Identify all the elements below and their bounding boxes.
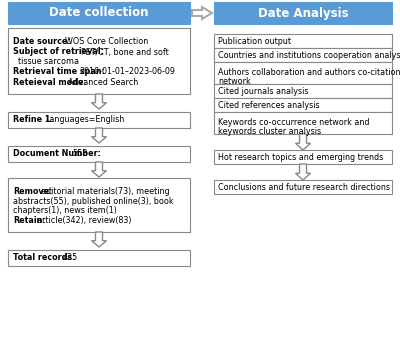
Polygon shape (296, 134, 310, 150)
FancyBboxPatch shape (214, 98, 392, 112)
Text: 558: 558 (72, 149, 87, 158)
FancyBboxPatch shape (8, 178, 190, 232)
Polygon shape (92, 94, 106, 109)
Text: Retrieval time span:: Retrieval time span: (13, 67, 105, 77)
FancyBboxPatch shape (214, 34, 392, 48)
Text: Countries and institutions cooperation analysis: Countries and institutions cooperation a… (218, 51, 400, 60)
Text: chapters(1), news item(1): chapters(1), news item(1) (13, 206, 117, 215)
Polygon shape (192, 7, 212, 19)
Text: Date Analysis: Date Analysis (258, 6, 348, 19)
Text: Publication output: Publication output (218, 37, 291, 45)
Text: keywords cluster analysis: keywords cluster analysis (218, 127, 321, 136)
FancyBboxPatch shape (214, 62, 392, 84)
FancyBboxPatch shape (8, 28, 190, 94)
Text: Cited journals analysis: Cited journals analysis (218, 87, 308, 95)
Polygon shape (296, 164, 310, 180)
Polygon shape (92, 128, 106, 143)
Text: Authors collaboration and authors co-citation: Authors collaboration and authors co-cit… (218, 68, 400, 77)
FancyBboxPatch shape (214, 112, 392, 134)
Text: PET/CT, bone and soft: PET/CT, bone and soft (81, 48, 169, 56)
Text: Conclusions and future research directions: Conclusions and future research directio… (218, 183, 390, 192)
Polygon shape (92, 162, 106, 177)
Text: editorial materials(73), meeting: editorial materials(73), meeting (41, 187, 170, 196)
Text: Keywords co-occurrence network and: Keywords co-occurrence network and (218, 118, 370, 127)
Text: 2010-01-01–2023-06-09: 2010-01-01–2023-06-09 (79, 67, 175, 77)
FancyBboxPatch shape (8, 2, 190, 24)
FancyBboxPatch shape (8, 250, 190, 266)
Text: Document Number:: Document Number: (13, 149, 101, 158)
Text: Remove:: Remove: (13, 187, 52, 196)
Polygon shape (92, 232, 106, 247)
FancyBboxPatch shape (214, 180, 392, 194)
Text: article(342), review(83): article(342), review(83) (37, 216, 132, 225)
Text: Languages=English: Languages=English (45, 116, 124, 124)
Text: Date collection: Date collection (49, 6, 149, 19)
Text: Date source:: Date source: (13, 37, 71, 46)
Text: Subject of retrieval:: Subject of retrieval: (13, 48, 104, 56)
Text: tissue sarcoma: tissue sarcoma (18, 57, 79, 66)
Text: WOS Core Collection: WOS Core Collection (65, 37, 148, 46)
FancyBboxPatch shape (214, 84, 392, 98)
Text: Retain:: Retain: (13, 216, 46, 225)
Text: Cited references analysis: Cited references analysis (218, 101, 320, 109)
FancyBboxPatch shape (214, 2, 392, 24)
Text: abstracts(55), published online(3), book: abstracts(55), published online(3), book (13, 197, 174, 206)
Text: Reteieval mode:: Reteieval mode: (13, 78, 87, 87)
FancyBboxPatch shape (214, 48, 392, 62)
FancyBboxPatch shape (214, 150, 392, 164)
Text: Total records:: Total records: (13, 253, 75, 263)
Text: Refine 1:: Refine 1: (13, 116, 54, 124)
FancyBboxPatch shape (8, 112, 190, 128)
Text: network: network (218, 77, 251, 86)
Text: 425: 425 (63, 253, 78, 263)
Text: Hot research topics and emerging trends: Hot research topics and emerging trends (218, 153, 383, 161)
Text: Advanced Search: Advanced Search (68, 78, 138, 87)
FancyBboxPatch shape (8, 146, 190, 162)
